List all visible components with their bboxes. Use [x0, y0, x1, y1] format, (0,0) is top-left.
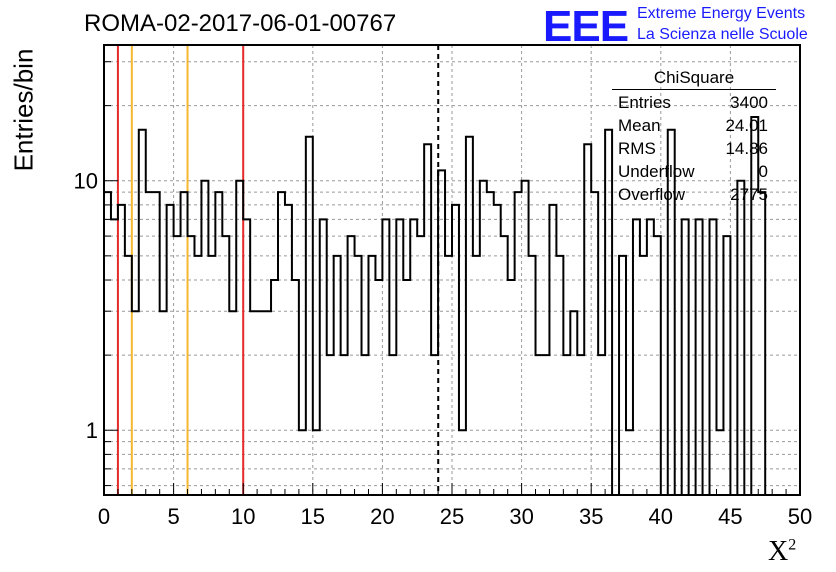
eee-logo: EEE [543, 2, 629, 51]
stats-title: ChiSquare [612, 68, 776, 90]
x-tick-label: 30 [509, 504, 533, 529]
stats-row: RMS 14.86 [618, 139, 768, 158]
stats-box: ChiSquare Entries 3400 Mean 24.01 RMS 14.86… [612, 68, 776, 208]
y-tick-label: 10 [74, 169, 98, 194]
grid-lines [104, 45, 800, 495]
logo-caption-line2: La Scienza nelle Scuole [637, 26, 808, 43]
stats-row: Entries 3400 [618, 93, 768, 112]
x-tick-label: 25 [440, 504, 464, 529]
x-tick-label: 50 [788, 504, 812, 529]
logo-caption: Extreme Energy Events La Scienza nelle S… [637, 3, 808, 45]
stats-row: Underflow 0 [618, 162, 768, 181]
axis-ticks [103, 61, 801, 495]
tick-labels: 0 5 10 15 20 25 30 35 40 45 50 1 10 [74, 169, 813, 529]
x-tick-label: 40 [649, 504, 673, 529]
logo-caption-line1: Extreme Energy Events [637, 5, 806, 22]
x-tick-label: 5 [167, 504, 179, 529]
y-axis-label: Entries/bin [8, 48, 39, 172]
stats-row: Mean 24.01 [618, 116, 768, 135]
y-tick-label: 1 [86, 418, 98, 443]
histogram-series [104, 116, 767, 495]
x-tick-label: 35 [579, 504, 603, 529]
x-tick-label: 45 [718, 504, 742, 529]
x-tick-label: 15 [301, 504, 325, 529]
x-tick-label: 10 [231, 504, 255, 529]
x-tick-label: 0 [98, 504, 110, 529]
x-axis-label: X2 [768, 536, 797, 567]
stats-row: Overflow 2775 [618, 185, 768, 204]
x-tick-label: 20 [370, 504, 394, 529]
chart-title: ROMA-02-2017-06-01-00767 [84, 10, 397, 37]
